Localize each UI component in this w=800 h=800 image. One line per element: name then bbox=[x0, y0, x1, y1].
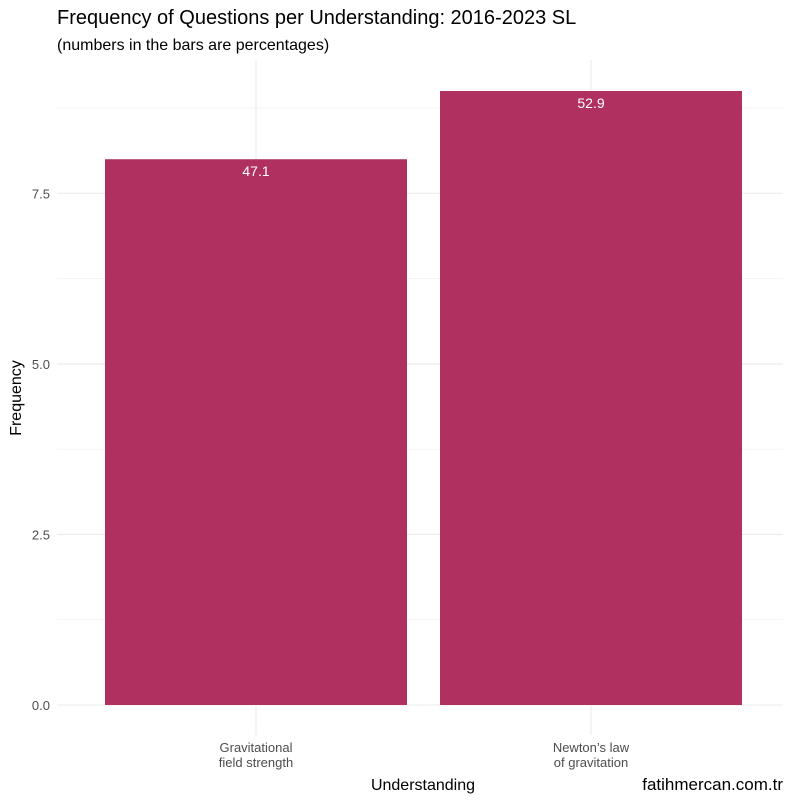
x-tick-label: Gravitational field strength bbox=[219, 740, 293, 770]
x-axis-ticks: Gravitational field strength Newton’s law o… bbox=[219, 740, 630, 770]
x-tick-label: Newton’s law of gravitation bbox=[553, 740, 630, 770]
y-axis-ticks: 0.0 2.5 5.0 7.5 bbox=[32, 186, 50, 713]
y-axis-title: Frequency bbox=[8, 360, 25, 436]
y-tick-label: 2.5 bbox=[32, 527, 50, 542]
caption: fatihmercan.com.tr bbox=[642, 775, 783, 794]
x-axis-title: Understanding bbox=[371, 777, 475, 794]
y-tick-label: 7.5 bbox=[32, 186, 50, 201]
chart-subtitle: (numbers in the bars are percentages) bbox=[57, 37, 329, 54]
data-labels: 47.1 52.9 bbox=[242, 95, 604, 179]
y-tick-label: 0.0 bbox=[32, 698, 50, 713]
chart-title: Frequency of Questions per Understanding… bbox=[57, 7, 576, 29]
y-tick-label: 5.0 bbox=[32, 357, 50, 372]
bars bbox=[105, 91, 742, 705]
bar-data-label: 52.9 bbox=[577, 95, 604, 111]
bar-data-label: 47.1 bbox=[242, 163, 269, 179]
bar bbox=[105, 159, 407, 705]
bar bbox=[440, 91, 742, 705]
